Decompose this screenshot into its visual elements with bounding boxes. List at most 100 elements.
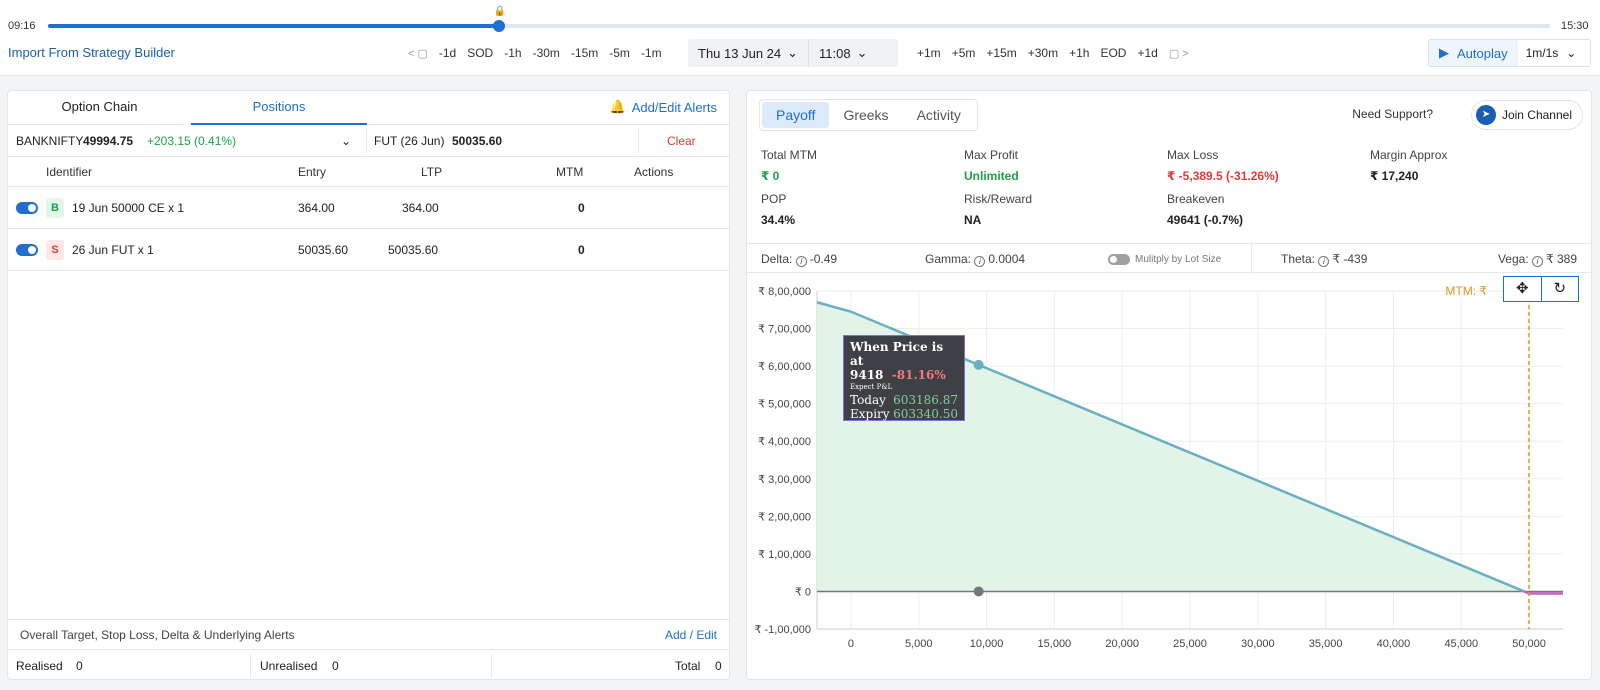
x-tick-label: 40,000	[1377, 638, 1411, 650]
sell-badge: S	[46, 240, 64, 260]
mtm-label: MTM: ₹	[1445, 284, 1487, 298]
bell-icon: 🔔	[609, 99, 626, 114]
import-strategy-link[interactable]: Import From Strategy Builder	[8, 45, 175, 60]
jump-forward-button[interactable]: +15m	[986, 46, 1017, 60]
time-value: 11:08	[819, 45, 851, 61]
jump-back-button[interactable]: -1h	[504, 46, 522, 60]
gamma-label: Gamma:	[925, 252, 972, 266]
chevron-down-icon: ⌄	[856, 45, 868, 60]
jump-back-button[interactable]: -15m	[570, 46, 599, 60]
jump-back-button[interactable]: SOD	[467, 46, 494, 60]
reset-zoom-icon[interactable]: ↻	[1540, 277, 1579, 301]
stat-value: ₹ -5,389.5 (-31.26%)	[1167, 169, 1279, 183]
total-label: Total	[675, 659, 701, 673]
vega-label: Vega:	[1497, 252, 1529, 266]
y-tick-label: ₹ -1,00,000	[754, 624, 811, 636]
y-tick-label: ₹ 7,00,000	[758, 324, 811, 336]
back-arrow-icon[interactable]: < ▢	[408, 47, 428, 60]
add-edit-overall-alerts-link[interactable]: Add / Edit	[664, 628, 717, 642]
underlying-dropdown-chevron-icon[interactable]: ⌄	[341, 134, 352, 148]
table-row: S 26 Jun FUT x 1 50035.60 50035.60 0	[8, 229, 729, 271]
hover-marker	[973, 359, 984, 370]
clear-button[interactable]: Clear	[667, 134, 696, 148]
delta-label: Delta:	[761, 252, 793, 266]
stat-label: Margin Approx	[1370, 148, 1448, 162]
positions-table-header: Identifier Entry LTP MTM Actions	[8, 157, 729, 187]
jump-back-button[interactable]: -1m	[640, 46, 662, 60]
tab-payoff[interactable]: Payoff	[762, 102, 830, 128]
stat-label: POP	[761, 192, 787, 206]
timeline-handle[interactable]	[492, 20, 505, 32]
divider	[250, 654, 251, 678]
info-icon[interactable]: i	[1318, 256, 1330, 267]
total-value: 0	[715, 659, 722, 673]
add-edit-alerts-button[interactable]: 🔔 Add/Edit Alerts	[610, 99, 717, 115]
position-entry: 364.00	[298, 201, 335, 215]
stat-max-loss: Max Loss ₹ -5,389.5 (-31.26%)	[1167, 148, 1279, 183]
lot-size-toggle[interactable]	[1108, 254, 1130, 265]
hover-marker-zero	[973, 586, 984, 597]
date-select[interactable]: Thu 13 Jun 24 ⌄	[688, 39, 808, 67]
position-toggle[interactable]	[16, 202, 38, 214]
jump-back-button[interactable]: -30m	[532, 46, 560, 60]
x-tick-label: 10,000	[970, 638, 1004, 650]
info-icon[interactable]: i	[795, 256, 807, 267]
join-channel-button[interactable]: ➤ Join Channel	[1470, 100, 1583, 130]
lock-icon: 🔒	[493, 6, 507, 17]
timeline-slider[interactable]: 🔒	[48, 6, 1550, 32]
tooltip-title: When Price is at	[850, 340, 944, 368]
payoff-chart[interactable]: ₹ 8,00,000 ₹ 7,00,000 ₹ 6,00,000 ₹ 5,00,000…	[747, 281, 1592, 680]
time-select[interactable]: 11:08 ⌄	[808, 39, 877, 67]
tab-greeks[interactable]: Greeks	[843, 107, 889, 123]
jump-forward-button[interactable]: EOD	[1100, 46, 1127, 60]
unrealised-value: 0	[332, 659, 339, 673]
positions-panel: Option Chain Positions 🔔 Add/Edit Alerts…	[7, 90, 730, 680]
stat-breakeven: Breakeven 49641 (-0.7%)	[1167, 192, 1243, 227]
x-tick-label: 15,000	[1038, 638, 1072, 650]
tooltip-expiry-row: Expiry 603340.50	[850, 407, 958, 421]
stat-margin-approx: Margin Approx ₹ 17,240	[1370, 148, 1447, 183]
jump-back-button[interactable]: -1d	[438, 46, 457, 60]
x-tick-label: 5,000	[905, 638, 933, 650]
timeline-start-time: 09:16	[8, 20, 36, 32]
tab-positions[interactable]: Positions	[191, 91, 367, 125]
jump-back-button[interactable]: -5m	[609, 46, 630, 60]
col-entry: Entry	[298, 165, 327, 179]
forward-arrow-icon[interactable]: ▢ >	[1168, 47, 1189, 60]
y-tick-label: ₹ 2,00,000	[758, 511, 811, 523]
timeline-progress	[48, 24, 499, 28]
info-icon[interactable]: i	[974, 256, 986, 267]
add-edit-alerts-label: Add/Edit Alerts	[631, 99, 717, 115]
tooltip-pct: -81.16%	[891, 368, 946, 382]
replay-toolbar: 09:16 🔒 15:30 Import From Strategy Build…	[0, 0, 1600, 76]
x-tick-label: 45,000	[1444, 638, 1478, 650]
underlying-name: BANKNIFTY	[16, 134, 84, 148]
underlying-change: +203.15 (0.41%)	[147, 134, 237, 148]
divider	[1251, 244, 1252, 274]
position-toggle[interactable]	[16, 244, 38, 256]
tab-option-chain[interactable]: Option Chain	[61, 99, 138, 114]
position-mtm: 0	[578, 243, 585, 257]
stat-label: Total MTM	[761, 148, 818, 162]
tab-activity[interactable]: Activity	[916, 107, 961, 123]
info-icon[interactable]: i	[1532, 256, 1543, 267]
y-tick-label: ₹ 5,00,000	[758, 399, 811, 411]
jump-forward-button[interactable]: +5m	[951, 46, 976, 60]
unrealised-label: Unrealised	[260, 659, 318, 673]
chevron-down-icon: ⌄	[787, 45, 799, 60]
jump-forward-button[interactable]: +30m	[1027, 46, 1059, 60]
y-tick-label: ₹ 1,00,000	[758, 549, 811, 561]
autoplay-control: ▶ Autoplay 1m/1s ⌄	[1428, 39, 1591, 67]
autoplay-button[interactable]: ▶ Autoplay	[1429, 40, 1518, 66]
jump-forward-button[interactable]: +1d	[1137, 46, 1158, 60]
date-value: Thu 13 Jun 24	[698, 45, 782, 61]
jump-forward-button[interactable]: +1h	[1069, 46, 1090, 60]
vega-value: ₹ 389	[1546, 252, 1577, 266]
pan-icon[interactable]: ✥	[1515, 280, 1529, 297]
tooltip-subtitle: Expect P&L	[850, 383, 893, 391]
theta-stat: Theta: i ₹ -439	[1281, 252, 1367, 267]
speed-select[interactable]: 1m/1s ⌄	[1518, 46, 1585, 60]
col-ltp: LTP	[421, 165, 443, 179]
speed-value: 1m/1s	[1525, 46, 1559, 60]
jump-forward-button[interactable]: +1m	[917, 46, 941, 60]
